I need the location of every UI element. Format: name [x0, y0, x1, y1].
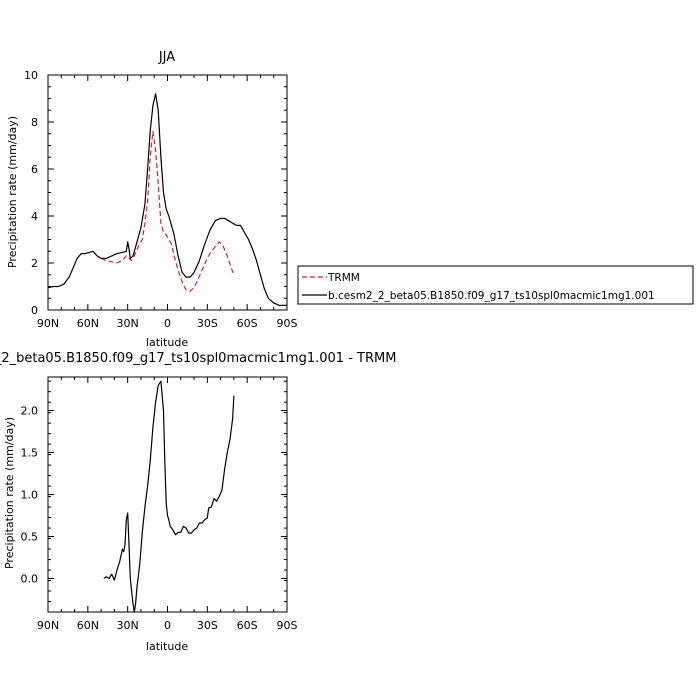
plot-area: 90N 60N 30N 0 30S 60S 90S 0.0 0.5 1.0 1.5 2.0 [21, 376, 298, 632]
x-tick-label: 30S [197, 619, 218, 632]
y-tick-label: 4 [31, 210, 38, 223]
x-tick-label: 0 [164, 317, 171, 330]
x-tick-label: 30N [117, 619, 139, 632]
y-tick-label: 2 [31, 257, 38, 270]
y-axis-label: Precipitation rate (mm/day) [3, 417, 16, 569]
chart-title: b.cesm2_2_beta05.B1850.f09_g17_ts10spl0m… [0, 351, 396, 366]
y-tick-label: 0.5 [21, 530, 39, 543]
y-tick-label: 0 [31, 304, 38, 317]
y-tick-label: 0.0 [21, 572, 39, 585]
y-axis-label: Precipitation rate (mm/day) [6, 116, 19, 268]
y-tick-label: 10 [24, 69, 38, 82]
legend: TRMM b.cesm2_2_beta05.B1850.f09_g17_ts10… [297, 265, 694, 305]
legend-box [297, 265, 694, 305]
x-tick-label: 90S [277, 317, 298, 330]
x-tick-label: 90N [37, 317, 59, 330]
x-tick-label: 60N [77, 317, 99, 330]
legend-label-model: b.cesm2_2_beta05.B1850.f09_g17_ts10spl0m… [328, 290, 655, 302]
x-tick-label: 90N [37, 619, 59, 632]
x-tick-label: 90S [277, 619, 298, 632]
x-axis-label: latitude [146, 336, 188, 349]
x-tick-label: 0 [164, 619, 171, 632]
series-line-model [47, 93, 287, 306]
y-tick-label: 8 [31, 116, 38, 129]
series-line-trmm [100, 130, 235, 292]
legend-label-trmm: TRMM [327, 272, 360, 284]
plot-frame [47, 74, 288, 311]
x-axis-label: latitude [146, 640, 188, 653]
x-tick-label: 60S [237, 317, 258, 330]
series-line-difference [103, 380, 235, 613]
x-tick-label: 30S [197, 317, 218, 330]
y-tick-label: 6 [31, 163, 38, 176]
panel-difference: b.cesm2_2_beta05.B1850.f09_g17_ts10spl0m… [0, 351, 396, 653]
y-tick-label: 1.5 [21, 447, 39, 460]
plot-area: 90N 60N 30N 0 30S 60S 90S 0 2 4 6 8 10 [24, 69, 298, 330]
y-tick-label: 1.0 [21, 489, 39, 502]
y-tick-label: 2.0 [21, 405, 39, 418]
x-tick-label: 60S [237, 619, 258, 632]
chart-title: JJA [158, 50, 175, 65]
x-tick-label: 60N [77, 619, 99, 632]
plot-frame [47, 376, 288, 613]
x-tick-label: 30N [117, 317, 139, 330]
